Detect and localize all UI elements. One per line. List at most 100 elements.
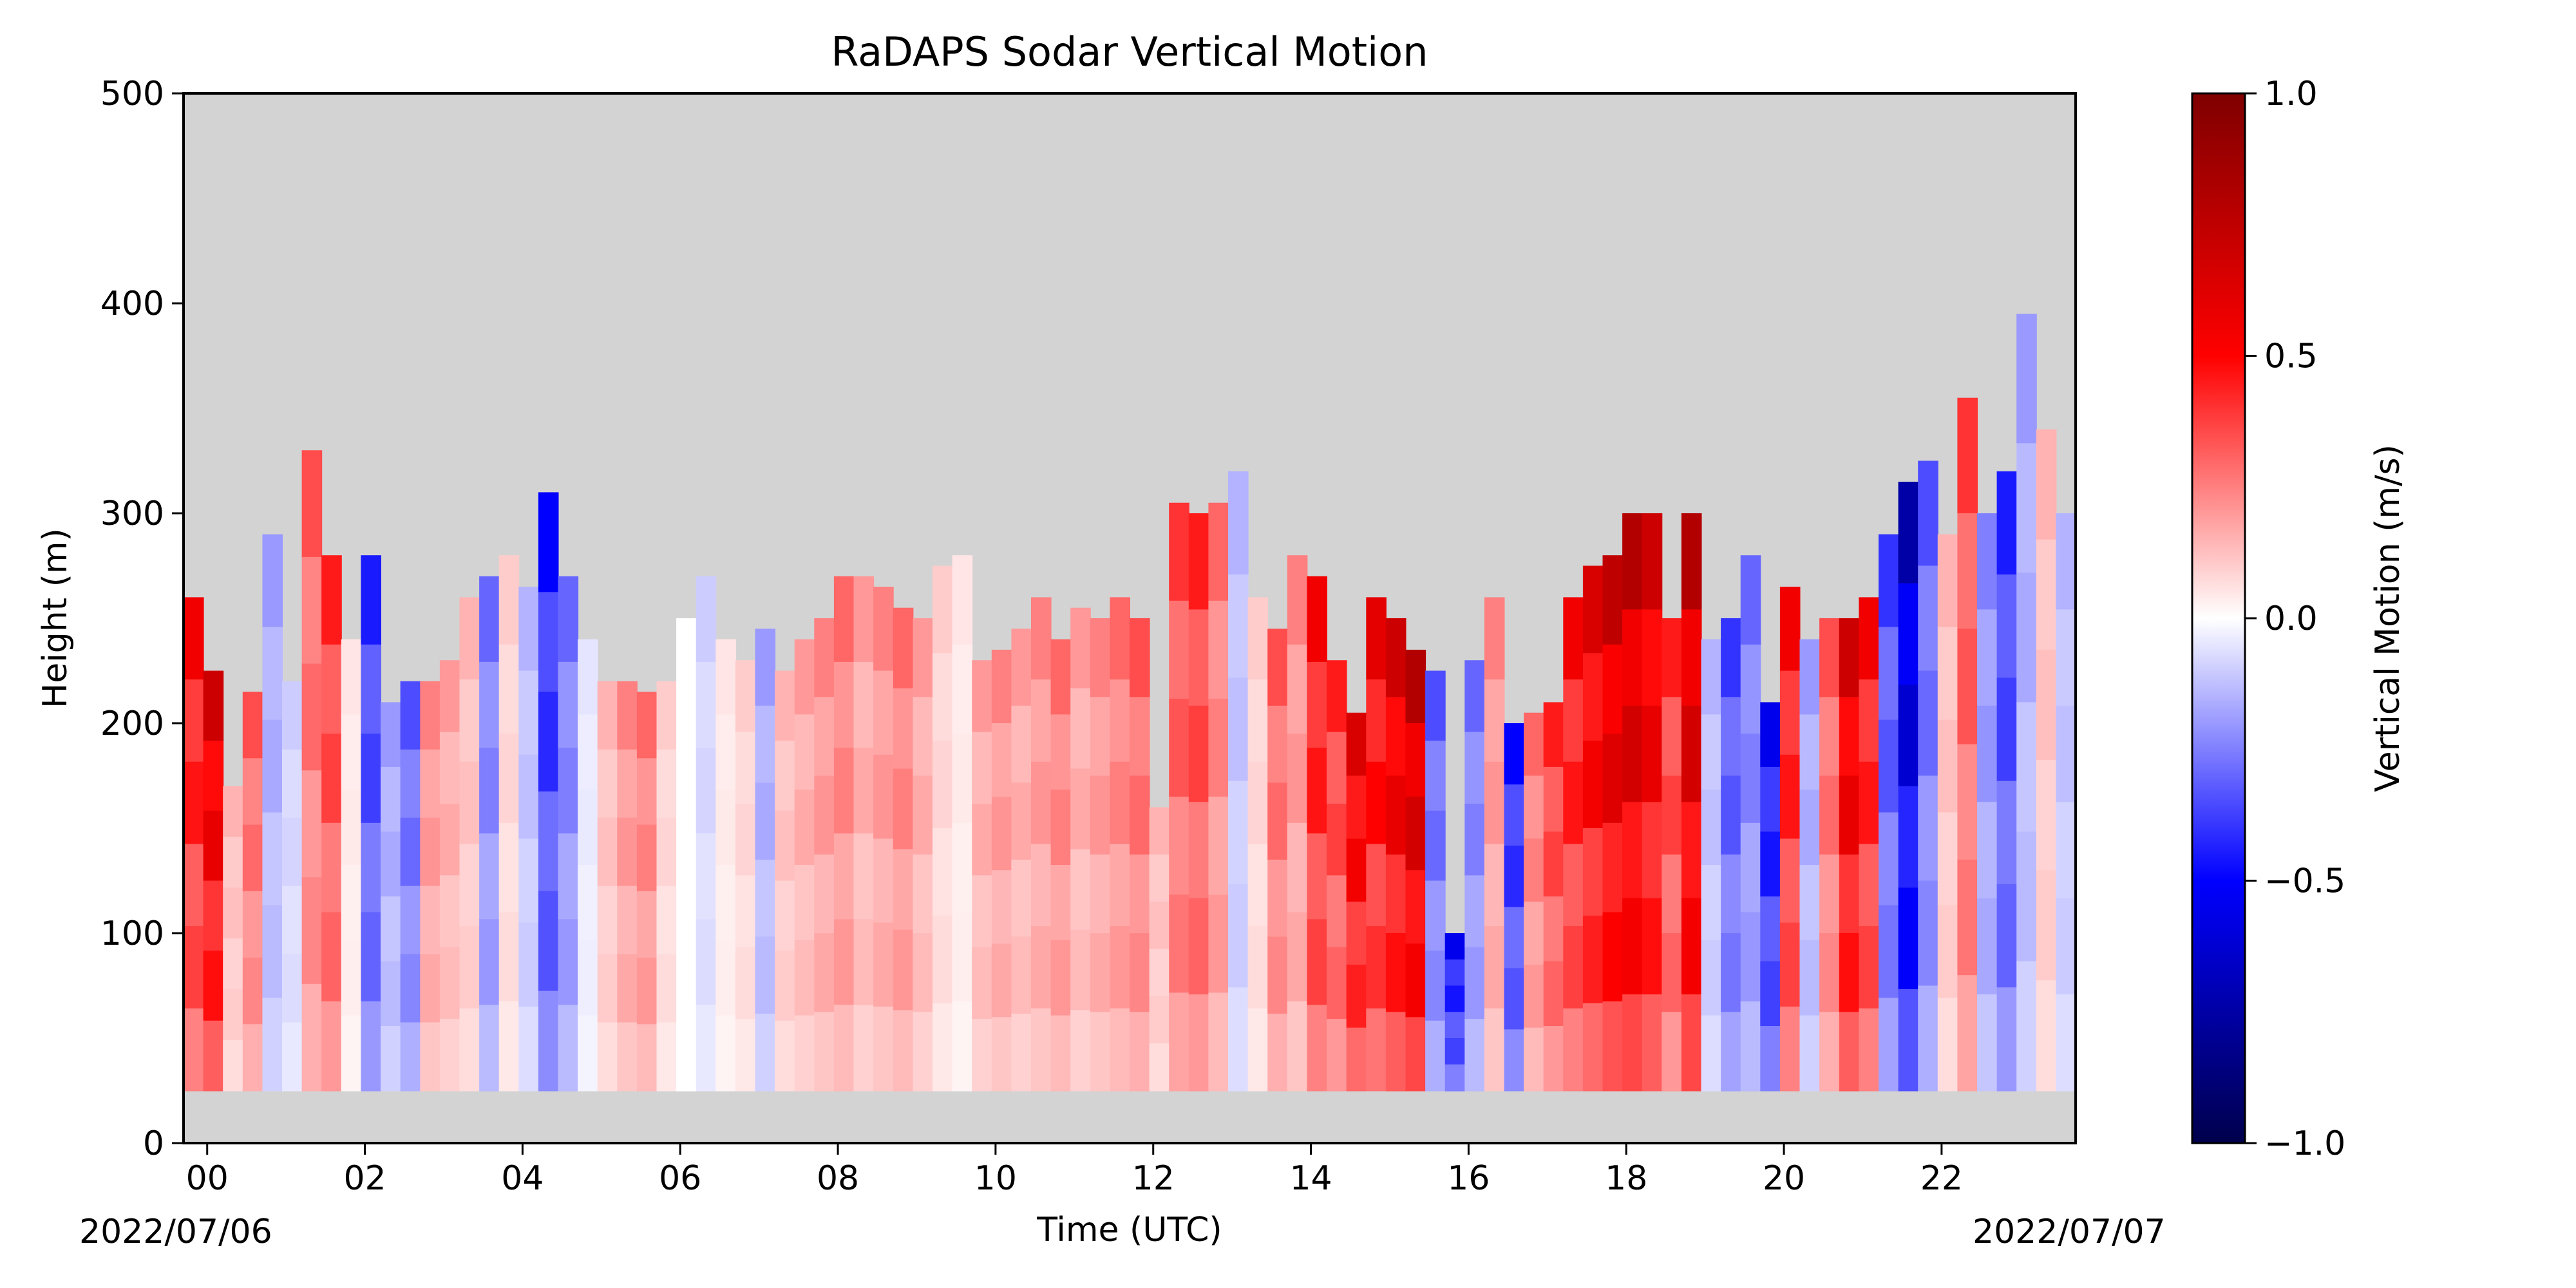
- heatmap-cell: [498, 555, 520, 645]
- heatmap-cell: [952, 555, 973, 645]
- heatmap-cell: [1070, 768, 1091, 850]
- heatmap-cell: [1346, 1027, 1367, 1092]
- heatmap-cell: [1110, 761, 1130, 845]
- heatmap-cell: [1247, 926, 1269, 1009]
- y-tick-label: 100: [100, 914, 164, 953]
- heatmap-cell: [321, 555, 342, 645]
- heatmap-cell: [1582, 1003, 1604, 1092]
- heatmap-cell: [952, 644, 973, 735]
- heatmap-cell: [558, 748, 579, 835]
- heatmap-cell: [184, 679, 204, 762]
- heatmap-cell: [1169, 797, 1189, 896]
- heatmap-cell: [1267, 936, 1288, 1014]
- heatmap-cell: [1859, 597, 1879, 681]
- heatmap-cell: [696, 919, 717, 1006]
- colorbar-tick-label: 1.0: [2264, 75, 2318, 113]
- heatmap-cell: [1543, 1026, 1564, 1092]
- heatmap-cell: [1385, 618, 1406, 698]
- heatmap-cell: [1425, 880, 1446, 952]
- heatmap-cell: [1307, 661, 1327, 748]
- heatmap-cell: [1622, 994, 1643, 1092]
- heatmap-cell: [262, 812, 283, 906]
- heatmap-cell: [1110, 679, 1130, 762]
- heatmap-cell: [1169, 699, 1189, 798]
- heatmap-cell: [1898, 482, 1919, 584]
- heatmap-cell: [1957, 859, 1978, 976]
- heatmap-cell: [1524, 775, 1544, 840]
- heatmap-cell: [558, 833, 579, 920]
- heatmap-cell: [597, 681, 618, 750]
- heatmap-cell: [1130, 618, 1150, 698]
- heatmap-cell: [1444, 933, 1466, 960]
- heatmap-cell: [1031, 761, 1052, 845]
- heatmap-cell: [794, 714, 815, 791]
- x-tick-label: 16: [1447, 1159, 1490, 1198]
- heatmap-cell: [301, 556, 323, 665]
- heatmap-cell: [184, 597, 204, 681]
- heatmap-cell: [1996, 781, 2018, 885]
- heatmap-cell: [1444, 1012, 1466, 1039]
- heatmap-cell: [1327, 1019, 1347, 1092]
- heatmap-cell: [873, 1007, 894, 1092]
- heatmap-cell: [893, 929, 914, 1011]
- heatmap-cell: [1267, 705, 1288, 784]
- heatmap-cell: [1031, 597, 1052, 681]
- heatmap-cell: [1050, 714, 1072, 791]
- heatmap-cell: [1799, 1015, 1821, 1092]
- heatmap-cell: [420, 886, 440, 955]
- heatmap-cell: [2016, 702, 2037, 833]
- heatmap-cell: [1050, 865, 1072, 941]
- heatmap-cell: [1287, 912, 1308, 1002]
- heatmap-cell: [1760, 766, 1781, 833]
- heatmap-cell: [578, 1015, 598, 1092]
- heatmap-cell: [1464, 875, 1485, 948]
- heatmap-cell: [2056, 994, 2076, 1092]
- heatmap-cell: [301, 877, 323, 985]
- heatmap-cell: [1582, 828, 1604, 916]
- heatmap-cell: [282, 954, 303, 1023]
- heatmap-cell: [1937, 905, 1958, 999]
- heatmap-cell: [1957, 513, 1978, 630]
- heatmap-cell: [479, 576, 500, 663]
- heatmap-cell: [1050, 940, 1072, 1016]
- heatmap-cell: [1760, 1026, 1781, 1092]
- heatmap-cell: [972, 804, 992, 876]
- heatmap-cell: [1169, 992, 1189, 1092]
- heatmap-cell: [1228, 781, 1249, 885]
- heatmap-cell: [1602, 912, 1624, 1002]
- heatmap-cell: [203, 810, 224, 882]
- heatmap-cell: [636, 824, 658, 892]
- heatmap-cell: [361, 912, 381, 1002]
- heatmap-cell: [1090, 933, 1111, 1013]
- heatmap-cell: [676, 854, 697, 934]
- heatmap-cell: [1760, 831, 1781, 897]
- heatmap-cell: [361, 1001, 381, 1092]
- heatmap-cell: [518, 754, 539, 840]
- heatmap-cell: [1464, 660, 1485, 733]
- heatmap-cell: [400, 954, 421, 1023]
- heatmap-cell: [1721, 697, 1741, 777]
- heatmap-cell: [518, 587, 539, 672]
- heatmap-cell: [1031, 926, 1052, 1009]
- heatmap-cell: [2036, 429, 2057, 540]
- heatmap-cell: [696, 576, 717, 663]
- heatmap-cell: [873, 587, 894, 672]
- heatmap-cell: [1247, 1008, 1269, 1092]
- heatmap-cell: [1188, 705, 1209, 803]
- heatmap-cell: [1405, 943, 1426, 1018]
- heatmap-cell: [1050, 639, 1072, 715]
- heatmap-cell: [755, 859, 776, 938]
- heatmap-cell: [1110, 926, 1130, 1009]
- heatmap-cell: [833, 576, 855, 663]
- heatmap-cell: [1287, 555, 1308, 645]
- heatmap-cell: [933, 915, 953, 1004]
- heatmap-cell: [1977, 802, 1998, 899]
- heatmap-cell: [1642, 513, 1663, 611]
- heatmap-cell: [1543, 766, 1564, 833]
- heatmap-cell: [420, 681, 440, 750]
- heatmap-cell: [775, 810, 795, 882]
- heatmap-cell: [1188, 609, 1209, 706]
- x-tick-label: 10: [974, 1159, 1017, 1198]
- heatmap-cell: [1937, 627, 1958, 721]
- heatmap-cell: [341, 790, 362, 866]
